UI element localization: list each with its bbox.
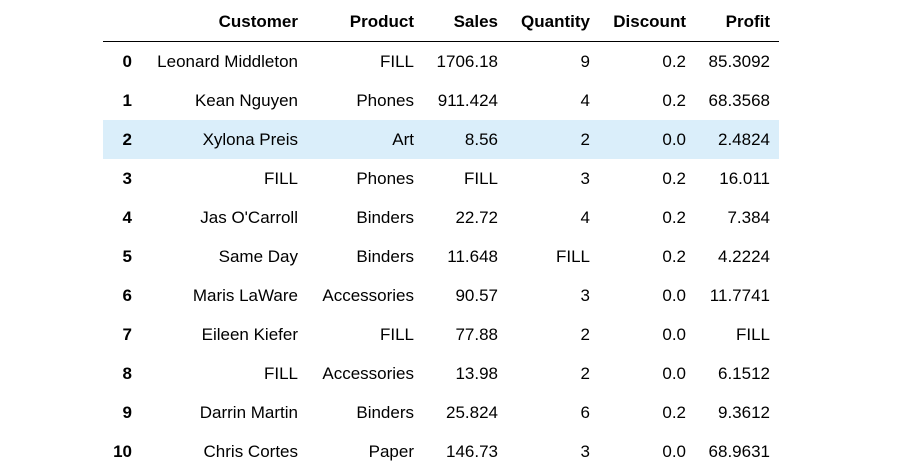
cell-quantity: 3 (507, 276, 599, 315)
cell-quantity: FILL (507, 237, 599, 276)
column-header-product: Product (307, 3, 423, 42)
cell-discount: 0.2 (599, 237, 695, 276)
row-index: 0 (103, 42, 141, 82)
cell-customer: Leonard Middleton (141, 42, 307, 82)
cell-product: Phones (307, 81, 423, 120)
cell-profit: 68.3568 (695, 81, 779, 120)
cell-product: Binders (307, 198, 423, 237)
cell-sales: 146.73 (423, 432, 507, 471)
cell-sales: 8.56 (423, 120, 507, 159)
cell-sales: 13.98 (423, 354, 507, 393)
row-index: 3 (103, 159, 141, 198)
cell-discount: 0.2 (599, 81, 695, 120)
cell-customer: FILL (141, 159, 307, 198)
cell-profit: 68.9631 (695, 432, 779, 471)
cell-product: Paper (307, 432, 423, 471)
cell-profit: 16.011 (695, 159, 779, 198)
cell-customer: Jas O'Carroll (141, 198, 307, 237)
cell-quantity: 4 (507, 198, 599, 237)
cell-sales: 11.648 (423, 237, 507, 276)
cell-discount: 0.0 (599, 276, 695, 315)
cell-profit: 11.7741 (695, 276, 779, 315)
dataframe-output: Customer Product Sales Quantity Discount… (103, 3, 779, 471)
cell-quantity: 6 (507, 393, 599, 432)
header-row: Customer Product Sales Quantity Discount… (103, 3, 779, 42)
cell-sales: FILL (423, 159, 507, 198)
row-index: 1 (103, 81, 141, 120)
cell-product: Phones (307, 159, 423, 198)
cell-discount: 0.2 (599, 198, 695, 237)
row-index: 9 (103, 393, 141, 432)
cell-profit: 2.4824 (695, 120, 779, 159)
cell-sales: 911.424 (423, 81, 507, 120)
row-index: 6 (103, 276, 141, 315)
cell-product: FILL (307, 42, 423, 82)
cell-discount: 0.2 (599, 159, 695, 198)
row-index: 7 (103, 315, 141, 354)
column-header-quantity: Quantity (507, 3, 599, 42)
cell-customer: Chris Cortes (141, 432, 307, 471)
cell-discount: 0.2 (599, 393, 695, 432)
cell-discount: 0.0 (599, 354, 695, 393)
cell-sales: 1706.18 (423, 42, 507, 82)
cell-sales: 77.88 (423, 315, 507, 354)
cell-profit: FILL (695, 315, 779, 354)
dataframe-table: Customer Product Sales Quantity Discount… (103, 3, 779, 471)
cell-sales: 90.57 (423, 276, 507, 315)
cell-profit: 85.3092 (695, 42, 779, 82)
cell-quantity: 2 (507, 315, 599, 354)
cell-product: Binders (307, 393, 423, 432)
cell-customer: Maris LaWare (141, 276, 307, 315)
row-index: 2 (103, 120, 141, 159)
cell-profit: 7.384 (695, 198, 779, 237)
cell-product: FILL (307, 315, 423, 354)
cell-product: Art (307, 120, 423, 159)
cell-profit: 6.1512 (695, 354, 779, 393)
cell-customer: FILL (141, 354, 307, 393)
cell-product: Accessories (307, 354, 423, 393)
row-index: 10 (103, 432, 141, 471)
cell-sales: 22.72 (423, 198, 507, 237)
cell-customer: Kean Nguyen (141, 81, 307, 120)
column-header-sales: Sales (423, 3, 507, 42)
index-header (103, 3, 141, 42)
cell-discount: 0.2 (599, 42, 695, 82)
cell-discount: 0.0 (599, 315, 695, 354)
cell-sales: 25.824 (423, 393, 507, 432)
row-index: 4 (103, 198, 141, 237)
cell-discount: 0.0 (599, 432, 695, 471)
column-header-profit: Profit (695, 3, 779, 42)
cell-quantity: 3 (507, 432, 599, 471)
column-header-discount: Discount (599, 3, 695, 42)
cell-customer: Xylona Preis (141, 120, 307, 159)
cell-customer: Darrin Martin (141, 393, 307, 432)
cell-discount: 0.0 (599, 120, 695, 159)
cell-quantity: 3 (507, 159, 599, 198)
cell-quantity: 2 (507, 354, 599, 393)
column-header-customer: Customer (141, 3, 307, 42)
row-index: 5 (103, 237, 141, 276)
cell-quantity: 9 (507, 42, 599, 82)
cell-quantity: 2 (507, 120, 599, 159)
cell-quantity: 4 (507, 81, 599, 120)
row-index: 8 (103, 354, 141, 393)
cell-profit: 4.2224 (695, 237, 779, 276)
cell-customer: Eileen Kiefer (141, 315, 307, 354)
cell-customer: Same Day (141, 237, 307, 276)
cell-product: Binders (307, 237, 423, 276)
cell-product: Accessories (307, 276, 423, 315)
cell-profit: 9.3612 (695, 393, 779, 432)
